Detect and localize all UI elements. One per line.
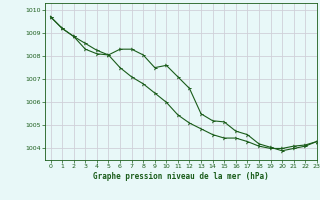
- X-axis label: Graphe pression niveau de la mer (hPa): Graphe pression niveau de la mer (hPa): [93, 172, 269, 181]
